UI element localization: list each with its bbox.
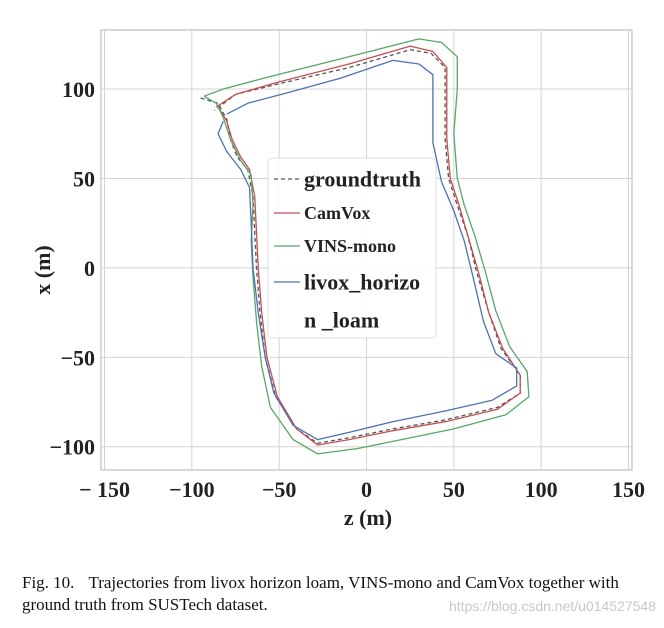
y-tick-label: −50	[60, 345, 95, 370]
series-line-vins-mono	[203, 38, 530, 455]
legend: groundtruth CamVox VINS-mono livox_horizon …	[267, 157, 437, 339]
x-axis-label: z (m)	[344, 505, 392, 530]
series-line-groundtruth	[200, 49, 521, 444]
trajectory-plot: − 150 −100 −50 0 50 100 150 −100 −50 0 50 100 groun…	[30, 29, 645, 530]
legend-box	[267, 157, 437, 339]
watermark-url: https://blog.csdn.net/u014527548	[448, 598, 656, 614]
y-tick-label: 0	[84, 256, 95, 281]
legend-label: VINS-mono	[304, 236, 396, 256]
x-tick-label: 100	[525, 477, 558, 502]
series-line-livox-horizon-loam	[217, 59, 518, 441]
x-tick-label: 50	[443, 477, 465, 502]
figure: − 150 −100 −50 0 50 100 150 −100 −50 0 50 100 groun…	[30, 29, 645, 530]
series-layer	[200, 38, 530, 455]
legend-label: groundtruth	[304, 166, 421, 191]
x-tick-label: 0	[361, 477, 372, 502]
tick-labels: − 150 −100 −50 0 50 100 150 −100 −50 0 50 100	[49, 77, 645, 502]
x-tick-label: 150	[612, 477, 645, 502]
y-tick-label: −100	[49, 435, 95, 460]
x-tick-label: −50	[262, 477, 297, 502]
legend-label: CamVox	[304, 203, 370, 223]
x-tick-label: −100	[169, 477, 215, 502]
y-axis-label: x (m)	[30, 245, 55, 294]
y-tick-label: 100	[62, 77, 95, 102]
y-tick-label: 50	[73, 166, 95, 191]
caption-figure-number: Fig. 10.	[22, 573, 75, 592]
legend-label: livox_horizo	[304, 269, 420, 294]
grid	[101, 30, 632, 470]
x-tick-label: − 150	[79, 477, 130, 502]
figure-caption: Fig. 10. Trajectories from livox horizon …	[22, 572, 662, 616]
legend-label: n _loam	[304, 307, 379, 332]
caption-text: Trajectories from livox horizon loam, VI…	[22, 573, 619, 614]
plot-frame	[100, 29, 633, 471]
series-line-camvox	[215, 45, 521, 446]
